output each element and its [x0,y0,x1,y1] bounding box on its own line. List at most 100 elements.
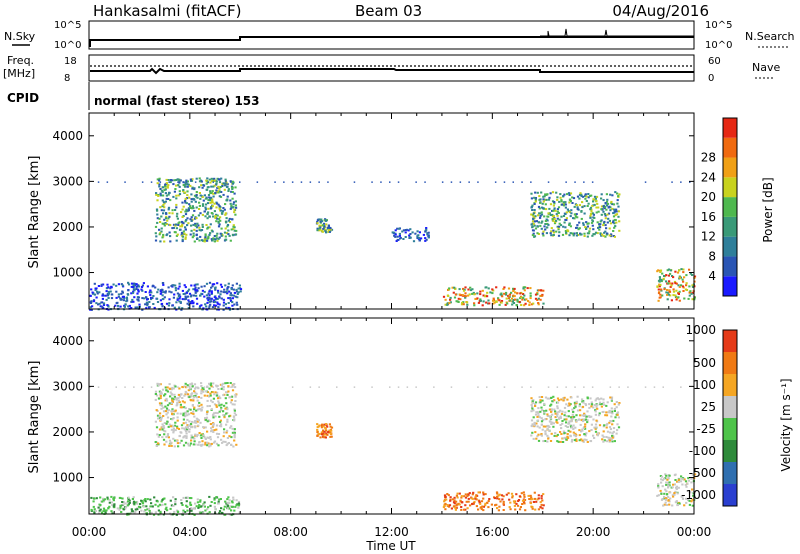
power-echo [318,227,321,230]
velocity-echo [158,434,161,436]
velocity-echo [456,492,459,495]
power-echo [538,195,541,198]
power-echo [685,284,688,287]
power-echo [543,215,546,218]
velocity-echo [565,386,567,388]
power-echo [674,282,677,285]
power-echo [468,181,470,183]
power-echo [599,233,602,235]
power-echo [210,297,213,300]
velocity-scatter [89,382,697,516]
power-echo [574,181,576,183]
power-echo [198,226,201,229]
power-echo [194,200,197,203]
power-echo [215,297,218,300]
velocity-echo [660,492,663,495]
velocity-echo [222,414,225,417]
power-echo [203,194,206,197]
power-echo [579,233,582,236]
velocity-echo [580,430,583,433]
velocity-echo [574,404,577,407]
power-echo [229,180,232,183]
velocity-echo [531,407,534,410]
velocity-echo [588,406,591,409]
power-echo [586,232,589,235]
velocity-echo [161,498,164,501]
power-echo [235,290,239,293]
power-echo [214,216,217,219]
power-echo [217,289,220,292]
velocity-echo [93,508,96,511]
velocity-echo [574,405,577,408]
power-echo [582,222,585,225]
power-echo [602,205,605,208]
velocity-echo [581,405,585,408]
velocity-echo [170,410,173,413]
power-echo [515,304,518,306]
power-echo [675,282,678,285]
velocity-echo [665,481,668,484]
velocity-echo [218,410,221,413]
power-echo [411,231,414,234]
power-echo [556,198,559,201]
velocity-echo [590,405,593,408]
power-echo [205,179,208,182]
power-echo [612,230,615,232]
power-echo [688,291,691,294]
power-echo [231,186,234,189]
velocity-echo [579,423,582,426]
velocity-echo [234,393,237,396]
power-echo [234,204,237,207]
velocity-echo [513,501,516,504]
power-echo [224,238,227,241]
power-echo [562,201,565,204]
power-echo [217,203,220,206]
power-echo [215,237,218,240]
power-echo [595,206,598,209]
power-echo [233,208,236,211]
power-echo [605,193,608,196]
power-echo [178,297,181,300]
power-echo [187,207,190,210]
power-echo [148,306,151,309]
velocity-echo [159,512,162,515]
power-echo [171,304,174,307]
velocity-echo [560,412,564,415]
power-echo [105,287,108,290]
velocity-echo [230,500,234,503]
power-echo [668,290,672,293]
power-echo [214,192,217,194]
velocity-echo [233,428,236,431]
power-colorbar-tick: 16 [701,210,716,224]
power-echo [448,302,451,305]
power-echo [617,215,620,218]
power-echo [402,229,405,232]
velocity-echo [222,508,225,511]
power-echo [229,297,232,299]
velocity-echo [218,498,221,501]
velocity-echo [503,386,506,388]
velocity-echo [206,394,209,397]
power-echo [327,181,329,183]
velocity-echo [206,385,209,388]
power-echo [184,191,187,194]
power-echo [95,296,98,299]
velocity-echo [550,423,553,425]
velocity-echo [484,502,487,505]
velocity-echo [530,419,534,422]
velocity-echo [570,396,573,399]
velocity-echo [226,505,229,508]
power-echo [198,192,201,194]
power-echo [577,234,580,236]
velocity-echo [452,501,456,504]
velocity-echo [177,386,179,388]
power-echo [592,233,595,236]
velocity-echo [560,433,563,435]
power-echo [233,192,236,195]
velocity-echo [600,403,603,405]
velocity-echo [210,385,213,388]
velocity-echo [214,411,217,414]
power-echo [175,179,178,181]
power-echo [189,301,192,303]
